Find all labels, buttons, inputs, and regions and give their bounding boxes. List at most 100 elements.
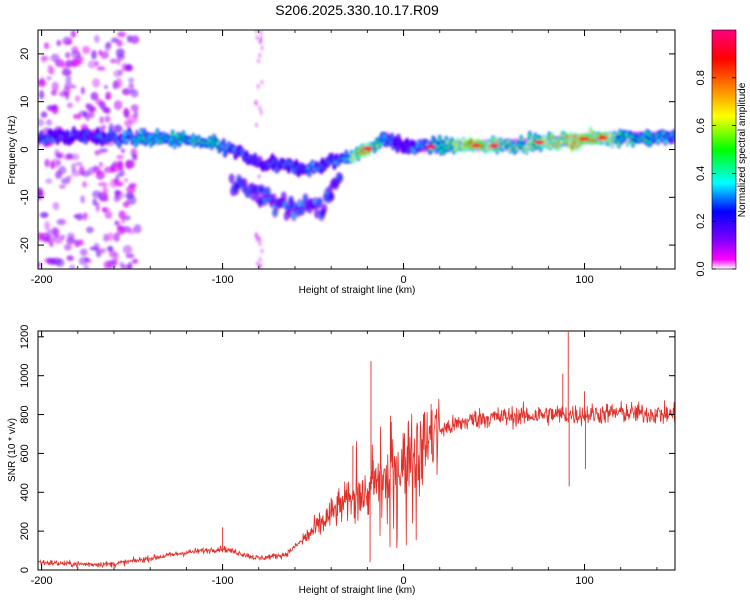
spectrogram-branch-core — [297, 201, 302, 207]
spectrogram-noise-blob — [38, 262, 42, 268]
snr-y-label: SNR (10 * v/v) — [7, 418, 18, 482]
spectrogram-noise-blob — [94, 149, 101, 156]
spectrogram-noise-blob — [65, 75, 72, 84]
spectrogram-noise-blob — [102, 207, 107, 213]
spectrogram-ridge-core — [307, 170, 312, 175]
spectrogram-y-ticks: -20 -10 0 10 20 — [19, 48, 675, 253]
spectrogram-branch-core — [329, 194, 334, 200]
spectrogram-noise-blob — [50, 89, 58, 96]
spectrogram-noise-blob — [71, 45, 79, 54]
spectrogram-noise-blob — [91, 50, 97, 60]
spectrogram-noise-blob — [124, 215, 131, 221]
spectrogram-ridge-core — [403, 147, 407, 152]
spectrogram-noise-blob — [255, 35, 259, 41]
y-tick-label: 600 — [19, 444, 31, 462]
spectrogram-ridge-core — [287, 167, 291, 172]
spectrogram-noise-blob — [66, 237, 76, 245]
spectrogram-noise-blob — [109, 58, 117, 64]
spectrogram-noise-blob — [66, 102, 74, 109]
spectrogram-noise-blob — [82, 46, 91, 55]
spectrogram-noise-blob — [107, 232, 114, 242]
x-tick-label: -100 — [212, 274, 234, 286]
spectrogram-noise-blob — [99, 196, 109, 202]
spectrogram-noise-blob — [121, 217, 126, 224]
spectrogram-noise-blob — [66, 255, 74, 262]
spectrogram-noise-blob — [87, 60, 97, 69]
spectrogram-noise-blob — [47, 64, 53, 75]
spectrogram-noise-blob — [69, 264, 76, 269]
spectrogram-noise-blob — [70, 153, 80, 161]
spectrogram-peak — [579, 136, 590, 141]
spectrogram-ridge-core — [320, 159, 325, 164]
spectrogram-noise-blob — [41, 237, 51, 243]
spectrogram-noise-blob — [256, 261, 260, 267]
spectrogram-noise-blob — [46, 257, 57, 266]
y-tick-label: 1200 — [19, 325, 31, 349]
spectrogram-noise-blob — [97, 182, 108, 187]
spectrogram-noise-blob — [71, 162, 76, 173]
spectrogram-noise-blob — [125, 159, 133, 170]
spectrogram-noise-blob — [116, 39, 123, 47]
spectrogram-noise-blob — [98, 49, 103, 56]
colorbar-tick-label: 0.2 — [695, 214, 707, 229]
spectrogram-noise-blob — [259, 263, 263, 269]
spectrogram-noise-blob — [94, 34, 100, 44]
colorbar-label: Normalized spectral amplitude — [737, 82, 748, 217]
spectrogram-branch-core — [291, 213, 296, 219]
spectrogram-noise-blob — [63, 243, 72, 251]
colorbar-tick-label: 0.4 — [695, 166, 707, 181]
spectrogram-noise-blob — [38, 190, 44, 201]
spectrogram-noise-blob — [123, 177, 129, 183]
spectrogram-noise-blob — [254, 232, 258, 238]
spectrogram-noise-blob — [99, 116, 105, 124]
spectrogram-noise-blob — [65, 175, 73, 180]
spectrogram-peak — [534, 140, 545, 145]
spectrogram-noise-blob — [87, 259, 92, 264]
snr-x-ticks: -200 -100 0 100 — [31, 331, 658, 587]
y-tick-label: 0 — [19, 146, 31, 152]
spectrogram-noise-blob — [101, 106, 109, 113]
y-tick-label: 10 — [19, 96, 31, 108]
spectrogram-ridge-core — [608, 133, 612, 138]
spectrogram-branch-core — [273, 210, 278, 216]
spectrogram-noise-blob — [98, 161, 104, 168]
spectrogram-ridge-core — [253, 154, 257, 160]
spectrogram-noise-blob — [130, 148, 138, 158]
spectrogram-noise-blob — [258, 241, 262, 247]
spectrogram-ridge-core — [570, 144, 574, 150]
spectrogram-noise-blob — [74, 239, 81, 248]
snr-spikes — [222, 331, 586, 563]
colorbar: 0.0 0.2 0.4 0.6 0.8 Normalized spectral ampl… — [695, 29, 748, 277]
spectrogram-noise-blob — [100, 51, 109, 59]
spectrogram-noise-blob — [129, 35, 140, 44]
y-tick-label: 200 — [19, 522, 31, 540]
spectrogram-noise-blob — [81, 181, 88, 188]
spectrogram-ridge-core — [469, 139, 473, 145]
spectrogram-peak — [470, 143, 481, 148]
spectrogram-noise-blob — [89, 106, 97, 112]
spectrogram-ridge-core — [528, 133, 532, 138]
spectrogram-noise-blob — [39, 211, 49, 219]
spectrogram-noise-blob — [124, 108, 130, 119]
spectrogram-y-label: Frequency (Hz) — [7, 116, 18, 185]
spectrogram-ridge-core — [171, 131, 175, 137]
spectrogram-noise-blob — [67, 232, 75, 240]
spectrogram-ridge-core — [95, 138, 99, 144]
spectrogram-ridge-core — [559, 139, 563, 145]
spectrogram-ridge-core — [222, 140, 226, 145]
spectrogram-noise-blob — [96, 66, 106, 71]
spectrogram-noise-blob — [118, 210, 126, 220]
snr-frame — [37, 330, 676, 571]
spectrogram-noise-blob — [130, 89, 139, 98]
spectrogram-noise-blob — [125, 192, 135, 199]
spectrogram-noise-blob — [56, 39, 62, 47]
spectrogram-ridge-core — [443, 145, 447, 151]
spectrogram-branch-core — [262, 198, 267, 204]
spectrogram-noise-blob — [109, 178, 119, 188]
spectrogram-noise-blob — [49, 242, 54, 247]
spectrogram-noise-blob — [259, 30, 263, 36]
spectrogram-noise-blob — [78, 257, 89, 266]
snr-y-ticks: 0 200 400 600 800 1000 1200 — [19, 325, 675, 573]
